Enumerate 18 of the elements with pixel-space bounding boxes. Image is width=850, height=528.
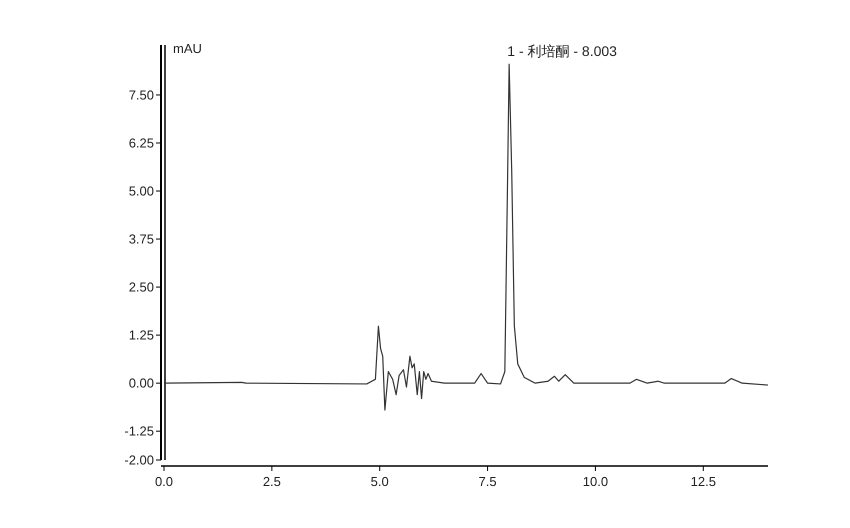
x-tick-label: 0.0 [154, 474, 174, 489]
y-tick-label: 2.50 [128, 280, 154, 295]
x-tick-label: 12.5 [690, 474, 716, 489]
y-axis-title: mAU [173, 41, 202, 56]
y-tick-label: 6.25 [128, 136, 154, 151]
y-tick-label: -2.00 [124, 452, 154, 468]
line-series [163, 64, 769, 411]
y-tick-label: 0.00 [128, 376, 154, 391]
y-tick-label: 5.00 [128, 184, 154, 199]
y-tick-label: 1.25 [128, 328, 154, 343]
x-tick-label: 7.5 [478, 474, 497, 489]
y-tick-label: 3.75 [128, 232, 154, 247]
y-tick-label: 7.50 [128, 88, 154, 103]
annotation: 1 - 利培酮 - 8.003 [507, 43, 618, 60]
x-tick-label: 10.0 [582, 474, 608, 489]
x-tick-label: 5.0 [370, 474, 389, 489]
y-tick-label: -1.25 [124, 424, 154, 439]
x-tick-label: 2.5 [262, 474, 281, 489]
